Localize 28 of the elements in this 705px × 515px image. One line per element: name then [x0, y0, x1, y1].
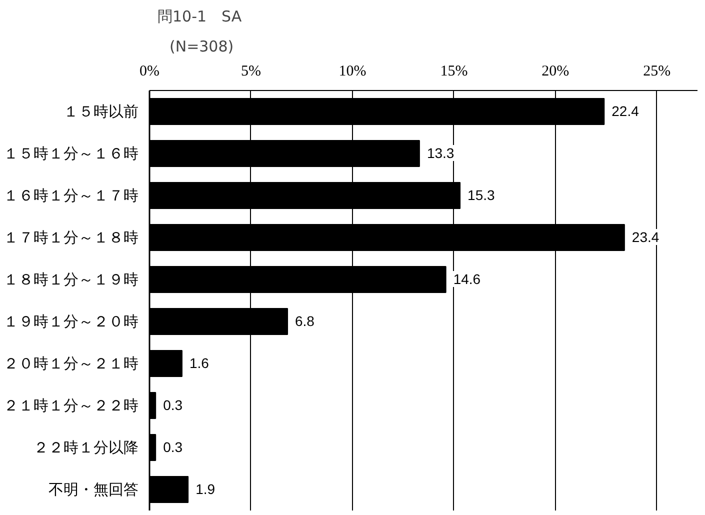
y-tick-label: ２１時１分～２２時: [4, 396, 138, 414]
y-tick-label: ２０時１分～２１時: [4, 354, 138, 372]
data-label: 23.4: [632, 229, 660, 245]
y-tick-label: 不明・無回答: [48, 480, 138, 498]
y-tick-label: １８時１分～１９時: [4, 270, 138, 288]
data-label: 13.3: [426, 145, 454, 161]
y-tick-label: １９時１分～２０時: [4, 312, 138, 330]
data-label: 1.6: [189, 355, 209, 371]
y-tick-label: １５時以前: [64, 102, 138, 120]
data-label: 6.8: [295, 313, 314, 329]
data-label: 0.3: [163, 397, 183, 413]
chart-subtitle: (N=308): [170, 38, 234, 56]
chart-title: 問10-1 SA: [158, 8, 242, 26]
x-tick-label: 15%: [440, 64, 468, 80]
data-label: 22.4: [612, 103, 639, 119]
y-tick-label: １６時１分～１７時: [4, 186, 138, 204]
data-label: 14.6: [453, 271, 481, 287]
data-label: 15.3: [468, 187, 495, 203]
y-tick-label: １５時１分～１６時: [4, 144, 138, 162]
x-tick-label: 25%: [643, 64, 671, 80]
x-tick-label: 10%: [338, 64, 366, 80]
y-tick-label: ２２時１分以降: [34, 438, 138, 456]
x-tick-label: 5%: [240, 64, 261, 80]
data-label: 0.3: [163, 439, 183, 455]
x-tick-label: 0%: [140, 64, 160, 80]
x-tick-label: 20%: [542, 64, 570, 80]
data-label: 1.9: [196, 481, 216, 497]
y-tick-label: １７時１分～１８時: [4, 228, 138, 246]
